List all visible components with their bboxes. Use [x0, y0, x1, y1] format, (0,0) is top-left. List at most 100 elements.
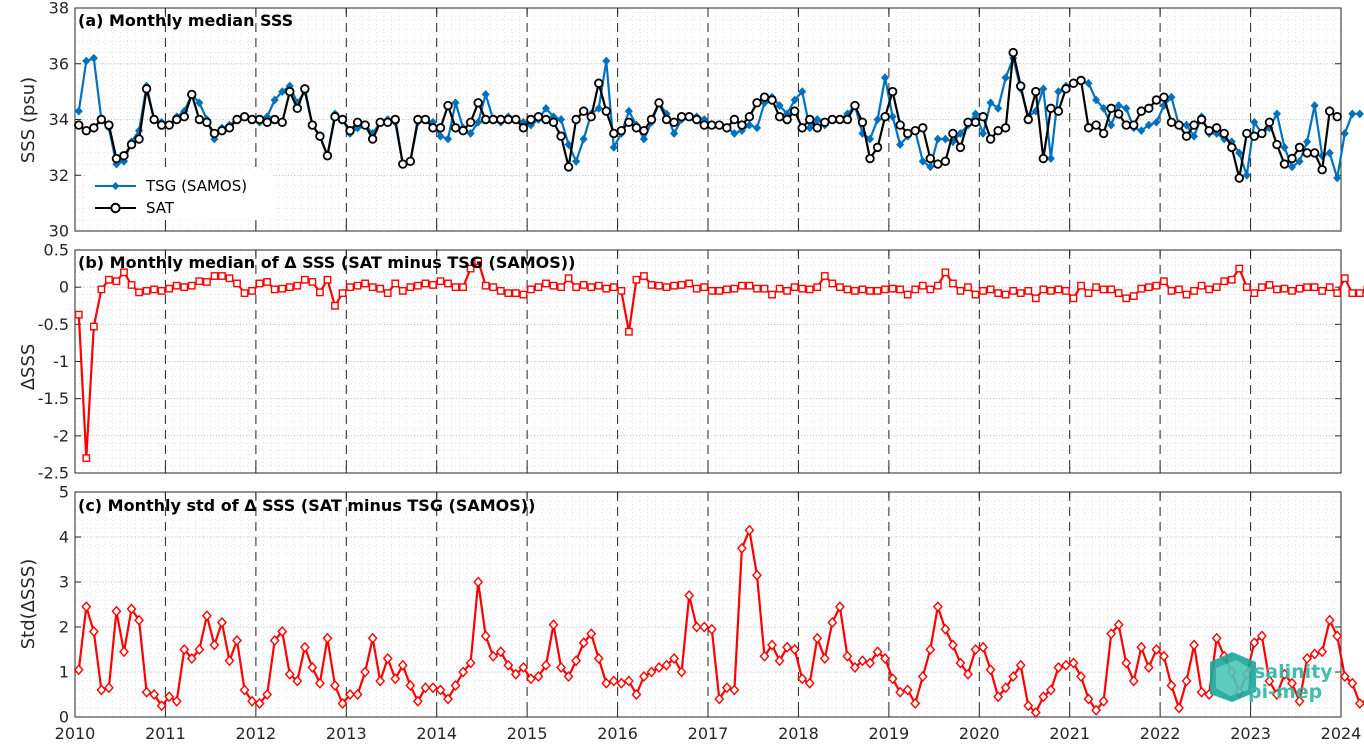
data-point — [466, 129, 475, 138]
panel-b-ylabel: ΔSSS — [18, 344, 39, 391]
data-point — [691, 621, 702, 633]
data-point — [1046, 286, 1055, 295]
data-point — [1046, 154, 1055, 163]
data-point — [277, 625, 288, 638]
data-point — [368, 283, 377, 292]
data-point — [510, 668, 521, 680]
data-point — [1211, 632, 1222, 644]
data-point — [1211, 123, 1222, 133]
data-point — [119, 156, 129, 166]
data-point — [533, 112, 544, 122]
data-point — [1107, 120, 1116, 130]
data-point — [578, 637, 589, 649]
data-point — [804, 677, 815, 689]
data-point — [888, 112, 897, 122]
data-point — [254, 114, 265, 125]
data-point — [149, 114, 159, 125]
data-point — [1272, 139, 1282, 150]
data-point — [1114, 289, 1123, 298]
data-point — [587, 283, 596, 292]
data-point — [534, 283, 543, 292]
data-point — [1340, 274, 1349, 283]
data-point — [1196, 686, 1207, 698]
data-point — [813, 283, 822, 292]
data-point — [1310, 283, 1319, 292]
data-point — [1098, 128, 1109, 139]
data-point — [1152, 117, 1161, 127]
data-point — [504, 289, 513, 298]
data-point — [670, 281, 678, 290]
data-point — [548, 619, 559, 631]
data-point — [548, 117, 559, 127]
data-point — [910, 125, 920, 136]
data-point — [993, 691, 1004, 703]
data-point — [1265, 281, 1274, 289]
data-point — [1189, 120, 1199, 130]
data-point — [1181, 131, 1192, 141]
data-point — [767, 639, 777, 651]
data-point — [1302, 652, 1313, 665]
data-point — [594, 103, 603, 113]
data-point — [375, 675, 386, 687]
data-point — [225, 274, 234, 283]
data-point — [412, 695, 423, 707]
data-point — [783, 286, 792, 295]
data-point — [820, 117, 830, 127]
data-point — [774, 112, 785, 122]
data-point — [164, 691, 175, 703]
data-point — [429, 281, 437, 289]
data-point — [1092, 283, 1100, 292]
data-point — [413, 114, 423, 125]
data-point — [926, 162, 935, 172]
data-point — [1256, 630, 1267, 642]
data-point — [669, 652, 680, 665]
data-point — [964, 283, 972, 292]
data-point — [873, 115, 882, 124]
data-point — [857, 655, 868, 667]
data-point — [300, 275, 309, 284]
data-point — [81, 601, 92, 613]
y-tick-label: 0 — [59, 278, 69, 297]
data-point — [759, 92, 770, 102]
data-point — [1242, 128, 1252, 139]
data-point — [1159, 92, 1169, 102]
data-point — [1190, 286, 1198, 295]
data-point — [706, 623, 717, 635]
data-point — [1099, 285, 1108, 294]
data-point — [172, 281, 181, 290]
data-point — [172, 114, 182, 125]
panel-b-delta-sss-median: -2.5 -2 -1.5 -1 -0.5 0 0.5 — [38, 241, 1364, 483]
data-point — [1054, 285, 1063, 294]
data-point — [722, 123, 732, 133]
data-point — [616, 125, 627, 136]
data-point — [1122, 103, 1131, 113]
y-tick-label: -2.5 — [38, 464, 69, 483]
data-point — [646, 114, 657, 125]
data-point — [617, 286, 626, 295]
data-point — [465, 117, 476, 127]
data-point — [330, 679, 340, 692]
data-point — [956, 129, 965, 138]
data-point — [269, 114, 280, 125]
data-point — [911, 285, 920, 294]
x-tick-label: 2018 — [778, 724, 819, 743]
data-point — [1023, 700, 1034, 712]
data-point — [602, 284, 611, 293]
data-point — [405, 679, 416, 692]
data-point — [895, 686, 906, 698]
data-point — [1310, 101, 1319, 110]
data-point — [767, 95, 777, 105]
data-point — [798, 284, 807, 293]
data-point — [1197, 281, 1206, 290]
data-point — [361, 279, 370, 288]
data-point — [73, 664, 84, 676]
y-tick-label: -1.5 — [38, 389, 69, 408]
data-point — [572, 283, 581, 292]
data-point — [202, 278, 211, 286]
data-point — [126, 139, 137, 150]
data-point — [232, 114, 242, 125]
data-point — [707, 286, 716, 295]
data-point — [519, 290, 528, 299]
data-point — [647, 281, 656, 289]
x-tick-label: 2013 — [326, 724, 367, 743]
